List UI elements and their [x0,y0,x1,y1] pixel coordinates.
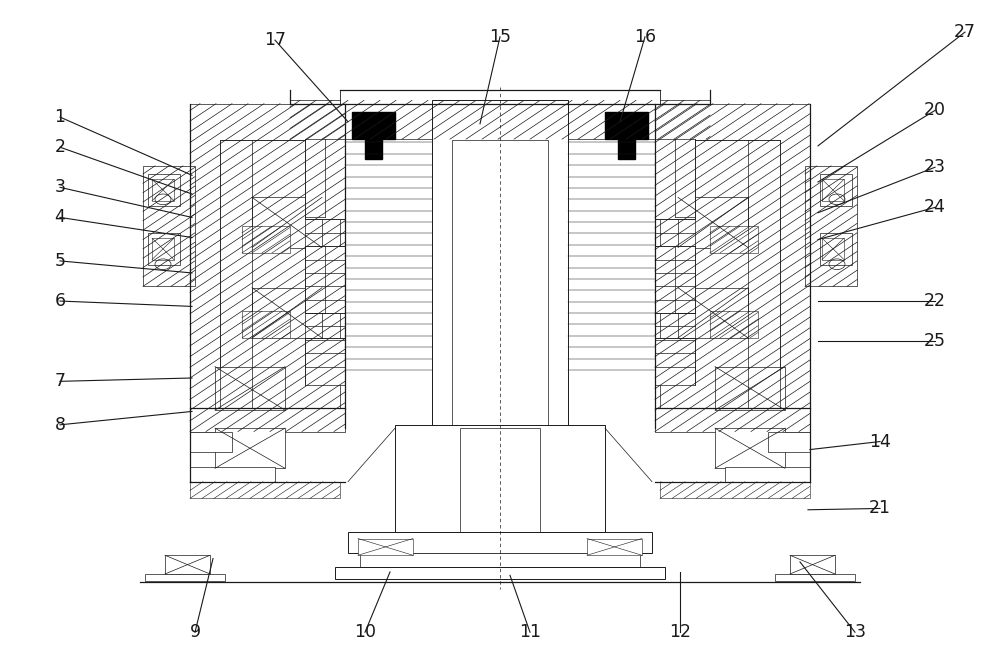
Text: 20: 20 [924,102,946,119]
Bar [678,197,748,248]
Bar [790,555,835,574]
Bar [655,139,695,219]
Bar [710,226,758,253]
Bar [215,367,285,410]
Text: 8: 8 [54,416,66,434]
Text: 12: 12 [669,624,691,641]
Bar [242,226,290,253]
Bar [587,539,642,555]
Bar [242,311,290,338]
Text: 16: 16 [634,28,656,45]
Bar [143,166,195,286]
Bar [820,174,852,206]
Bar [165,555,210,574]
Bar [822,238,844,260]
Text: 7: 7 [54,373,66,390]
Text: 1: 1 [54,108,66,126]
Bar [660,140,780,408]
Bar [678,288,748,338]
Polygon shape [352,112,395,159]
Bar [655,104,810,432]
Text: 22: 22 [924,292,946,310]
Bar [252,197,322,248]
Bar [145,574,225,581]
Text: 23: 23 [924,159,946,176]
Text: 11: 11 [519,624,541,641]
Bar [148,174,180,206]
Text: 6: 6 [54,292,66,310]
Text: 14: 14 [869,433,891,450]
Bar [768,432,810,452]
Bar [305,246,345,313]
Text: 27: 27 [954,23,976,41]
Bar [305,139,345,219]
Bar [190,482,340,498]
Text: 13: 13 [844,624,866,641]
Bar [340,90,660,104]
Bar [805,166,857,286]
Bar [822,179,844,201]
Bar [305,338,345,385]
Bar [360,553,640,567]
Text: 4: 4 [55,209,65,226]
Bar [335,567,665,579]
Bar [452,140,548,428]
Text: 15: 15 [489,28,511,45]
Text: 17: 17 [264,31,286,49]
Bar [775,574,855,581]
Bar [710,311,758,338]
Bar [432,100,568,428]
Text: 2: 2 [54,138,66,156]
Bar [660,482,810,498]
Bar [190,467,275,482]
Text: 3: 3 [54,179,66,196]
Bar [348,532,652,553]
Bar [152,179,174,201]
Bar [252,288,322,338]
Bar [820,233,852,265]
Bar [358,539,413,555]
Bar [655,246,695,313]
Bar [655,338,695,385]
Bar [395,425,605,532]
Polygon shape [605,112,648,159]
Bar [460,428,540,532]
Bar [152,238,174,260]
Bar [190,432,232,452]
Text: 21: 21 [869,500,891,517]
Text: 5: 5 [54,252,66,270]
Bar [725,467,810,482]
Bar [290,100,710,139]
Bar [220,140,340,408]
Bar [148,233,180,265]
Text: 10: 10 [354,624,376,641]
Text: 9: 9 [189,624,201,641]
Bar [715,367,785,410]
Text: 24: 24 [924,199,946,216]
Text: 25: 25 [924,332,946,350]
Bar [715,428,785,468]
Bar [190,104,345,432]
Bar [215,428,285,468]
